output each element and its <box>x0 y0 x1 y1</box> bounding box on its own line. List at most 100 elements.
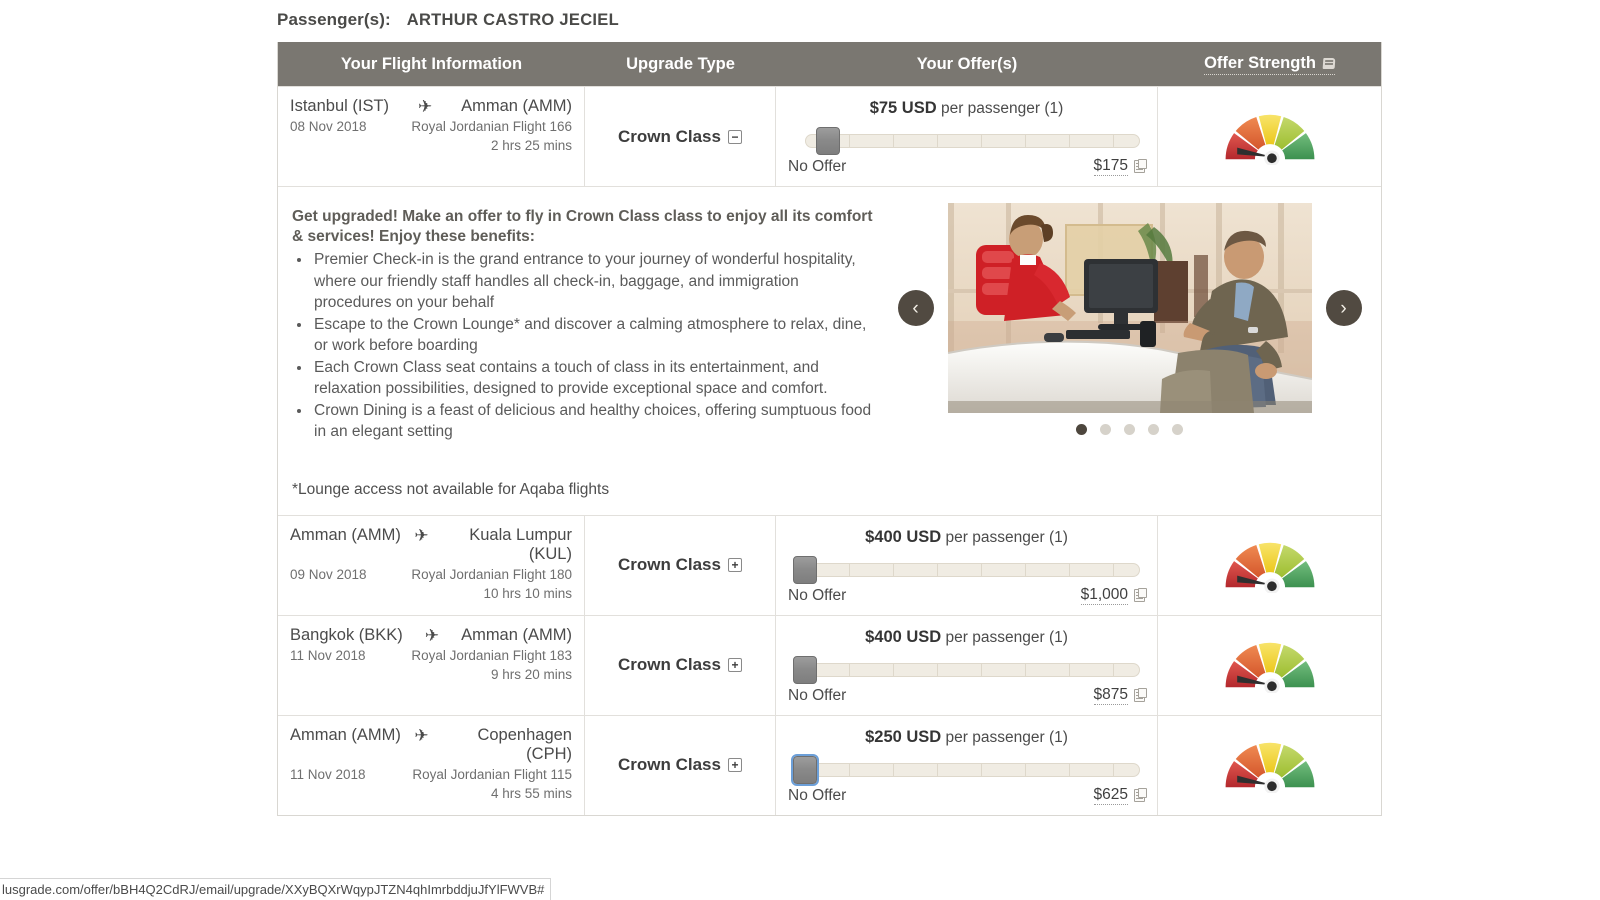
offer-amount-value: $400 USD <box>865 527 942 546</box>
expand-toggle-icon[interactable]: + <box>727 758 742 772</box>
max-price[interactable]: $625 <box>1093 785 1147 805</box>
offer-amount-suffix: per passenger (1) <box>945 728 1068 746</box>
no-offer-label: No Offer <box>788 686 847 704</box>
flight-destination: Copenhagen (CPH) <box>477 725 572 763</box>
flight-destination: Amman (AMM) <box>461 97 572 115</box>
flight-information-cell: Bangkok (BKK) ✈ Amman (AMM) 11 Nov 2018 … <box>278 615 585 715</box>
offer-strength-cell <box>1158 616 1381 715</box>
slider-thumb[interactable] <box>793 555 817 584</box>
upgrade-type-label: Crown Class <box>618 126 721 146</box>
carousel-dots <box>1076 424 1183 435</box>
airplane-icon: ✈ <box>417 97 433 116</box>
offer-slider[interactable] <box>791 753 1140 786</box>
slider-thumb[interactable] <box>816 127 840 155</box>
list-item: Each Crown Class seat contains a touch o… <box>312 357 878 400</box>
table-row: Istanbul (IST) ✈ Amman (AMM) 08 Nov 2018… <box>278 86 1381 186</box>
offer-cell: $400 USD per passenger (1) No Offer $1,0… <box>776 515 1158 615</box>
expand-toggle-icon[interactable]: + <box>727 658 742 672</box>
carousel-dot[interactable] <box>1100 424 1111 435</box>
flight-duration: 10 hrs 10 mins <box>483 585 572 601</box>
offer-amount-value: $400 USD <box>865 627 942 646</box>
max-price[interactable]: $175 <box>1093 157 1147 176</box>
no-offer-label: No Offer <box>788 786 847 804</box>
benefits-panel: Get upgraded! Make an offer to fly in Cr… <box>278 186 1381 443</box>
flight-origin: Bangkok (BKK) <box>290 625 403 644</box>
offer-strength-gauge-icon <box>1225 742 1314 793</box>
flight-information-cell: Istanbul (IST) ✈ Amman (AMM) 08 Nov 2018… <box>278 87 585 186</box>
upgrade-type-cell[interactable]: Crown Class + <box>585 515 776 615</box>
upgrade-type-cell[interactable]: Crown Class + <box>585 715 776 815</box>
slider-thumb[interactable] <box>793 655 817 684</box>
offer-cell: $75 USD per passenger (1) No Offer $175 <box>776 87 1158 186</box>
flight-origin: Istanbul (IST) <box>290 97 390 115</box>
slider-track[interactable] <box>805 762 1140 777</box>
slider-thumb[interactable] <box>791 753 819 786</box>
carousel-frame: ‹ › <box>897 203 1362 413</box>
offer-amount-display: $250 USD per passenger (1) <box>788 728 1145 747</box>
upgrade-type-cell[interactable]: Crown Class + <box>585 615 776 715</box>
table-row: Amman (AMM) ✈ Kuala Lumpur (KUL) 09 Nov … <box>278 514 1381 615</box>
slider-track[interactable] <box>805 134 1140 148</box>
list-item: Premier Check-in is the grand entrance t… <box>312 249 878 314</box>
browser-status-bar: lusgrade.com/offer/bBH4Q2CdRJ/email/upgr… <box>0 878 552 900</box>
max-price-value[interactable]: $175 <box>1093 157 1128 176</box>
no-offer-label: No Offer <box>788 586 847 604</box>
offer-amount-display: $75 USD per passenger (1) <box>788 99 1145 118</box>
offer-strength-label: Offer Strength <box>1204 53 1316 72</box>
list-item: Crown Dining is a feast of delicious and… <box>312 400 878 443</box>
expand-toggle-icon[interactable]: + <box>727 558 742 572</box>
max-price-value[interactable]: $1,000 <box>1080 585 1128 605</box>
benefits-text: Get upgraded! Make an offer to fly in Cr… <box>278 201 878 443</box>
flight-duration: 4 hrs 55 mins <box>490 785 572 801</box>
column-header-flight-information: Your Flight Information <box>340 54 523 73</box>
collapse-toggle-icon[interactable]: − <box>727 129 742 144</box>
upgrade-type-label: Crown Class <box>618 655 721 674</box>
carousel-dot[interactable] <box>1076 424 1087 435</box>
offer-strength-gauge-icon <box>1225 114 1314 165</box>
airplane-icon: ✈ <box>414 525 429 545</box>
offers-table: Your Flight Information Upgrade Type You… <box>277 42 1382 816</box>
airplane-icon: ✈ <box>424 625 440 645</box>
table-row: Amman (AMM) ✈ Copenhagen (CPH) 11 Nov 20… <box>278 714 1381 815</box>
info-icon[interactable] <box>1322 57 1336 69</box>
max-price-value[interactable]: $625 <box>1093 785 1128 805</box>
upgrade-type-cell[interactable]: Crown Class − <box>585 87 776 186</box>
edit-icon[interactable] <box>1134 687 1147 702</box>
flight-information-cell: Amman (AMM) ✈ Kuala Lumpur (KUL) 09 Nov … <box>278 515 585 615</box>
carousel-dot[interactable] <box>1124 424 1135 435</box>
lounge-footnote: *Lounge access not available for Aqaba f… <box>292 480 610 498</box>
carousel-prev-button[interactable]: ‹ <box>897 290 934 326</box>
flight-date: 08 Nov 2018 <box>290 119 367 134</box>
slider-track[interactable] <box>805 662 1140 677</box>
passenger-label: Passenger(s): <box>277 10 391 29</box>
carousel-dot[interactable] <box>1148 424 1159 435</box>
edit-icon[interactable] <box>1134 787 1147 802</box>
carousel-dot[interactable] <box>1172 424 1183 435</box>
edit-icon[interactable] <box>1134 159 1147 173</box>
offer-cell: $250 USD per passenger (1) No Offer $625 <box>776 715 1158 815</box>
offer-amount-value: $250 USD <box>865 727 942 746</box>
no-offer-label: No Offer <box>788 158 847 175</box>
offer-amount-value: $75 USD <box>869 99 937 117</box>
offer-slider[interactable] <box>793 554 1140 584</box>
offer-slider[interactable] <box>793 654 1140 684</box>
flight-destination: Kuala Lumpur (KUL) <box>469 525 572 563</box>
passenger-name: ARTHUR CASTRO JECIEL <box>406 11 619 29</box>
max-price-value[interactable]: $875 <box>1093 685 1128 705</box>
flight-origin: Amman (AMM) <box>290 725 401 744</box>
edit-icon[interactable] <box>1134 587 1147 602</box>
offer-cell: $400 USD per passenger (1) No Offer $875 <box>776 615 1158 715</box>
slider-track[interactable] <box>805 562 1140 577</box>
flight-number: Royal Jordanian Flight 166 <box>411 119 572 134</box>
max-price[interactable]: $875 <box>1093 685 1147 705</box>
benefits-heading: Get upgraded! Make an offer to fly in Cr… <box>292 208 873 245</box>
carousel-next-button[interactable]: › <box>1325 290 1362 326</box>
column-header-offer-strength[interactable]: Offer Strength <box>1158 54 1381 75</box>
flight-duration: 2 hrs 25 mins <box>490 138 572 153</box>
max-price[interactable]: $1,000 <box>1080 585 1147 605</box>
flight-date: 11 Nov 2018 <box>290 766 366 782</box>
offer-slider[interactable] <box>793 125 1140 155</box>
offer-strength-cell <box>1158 516 1381 615</box>
column-header-upgrade-type: Upgrade Type <box>626 54 735 73</box>
flight-origin: Amman (AMM) <box>290 525 401 544</box>
